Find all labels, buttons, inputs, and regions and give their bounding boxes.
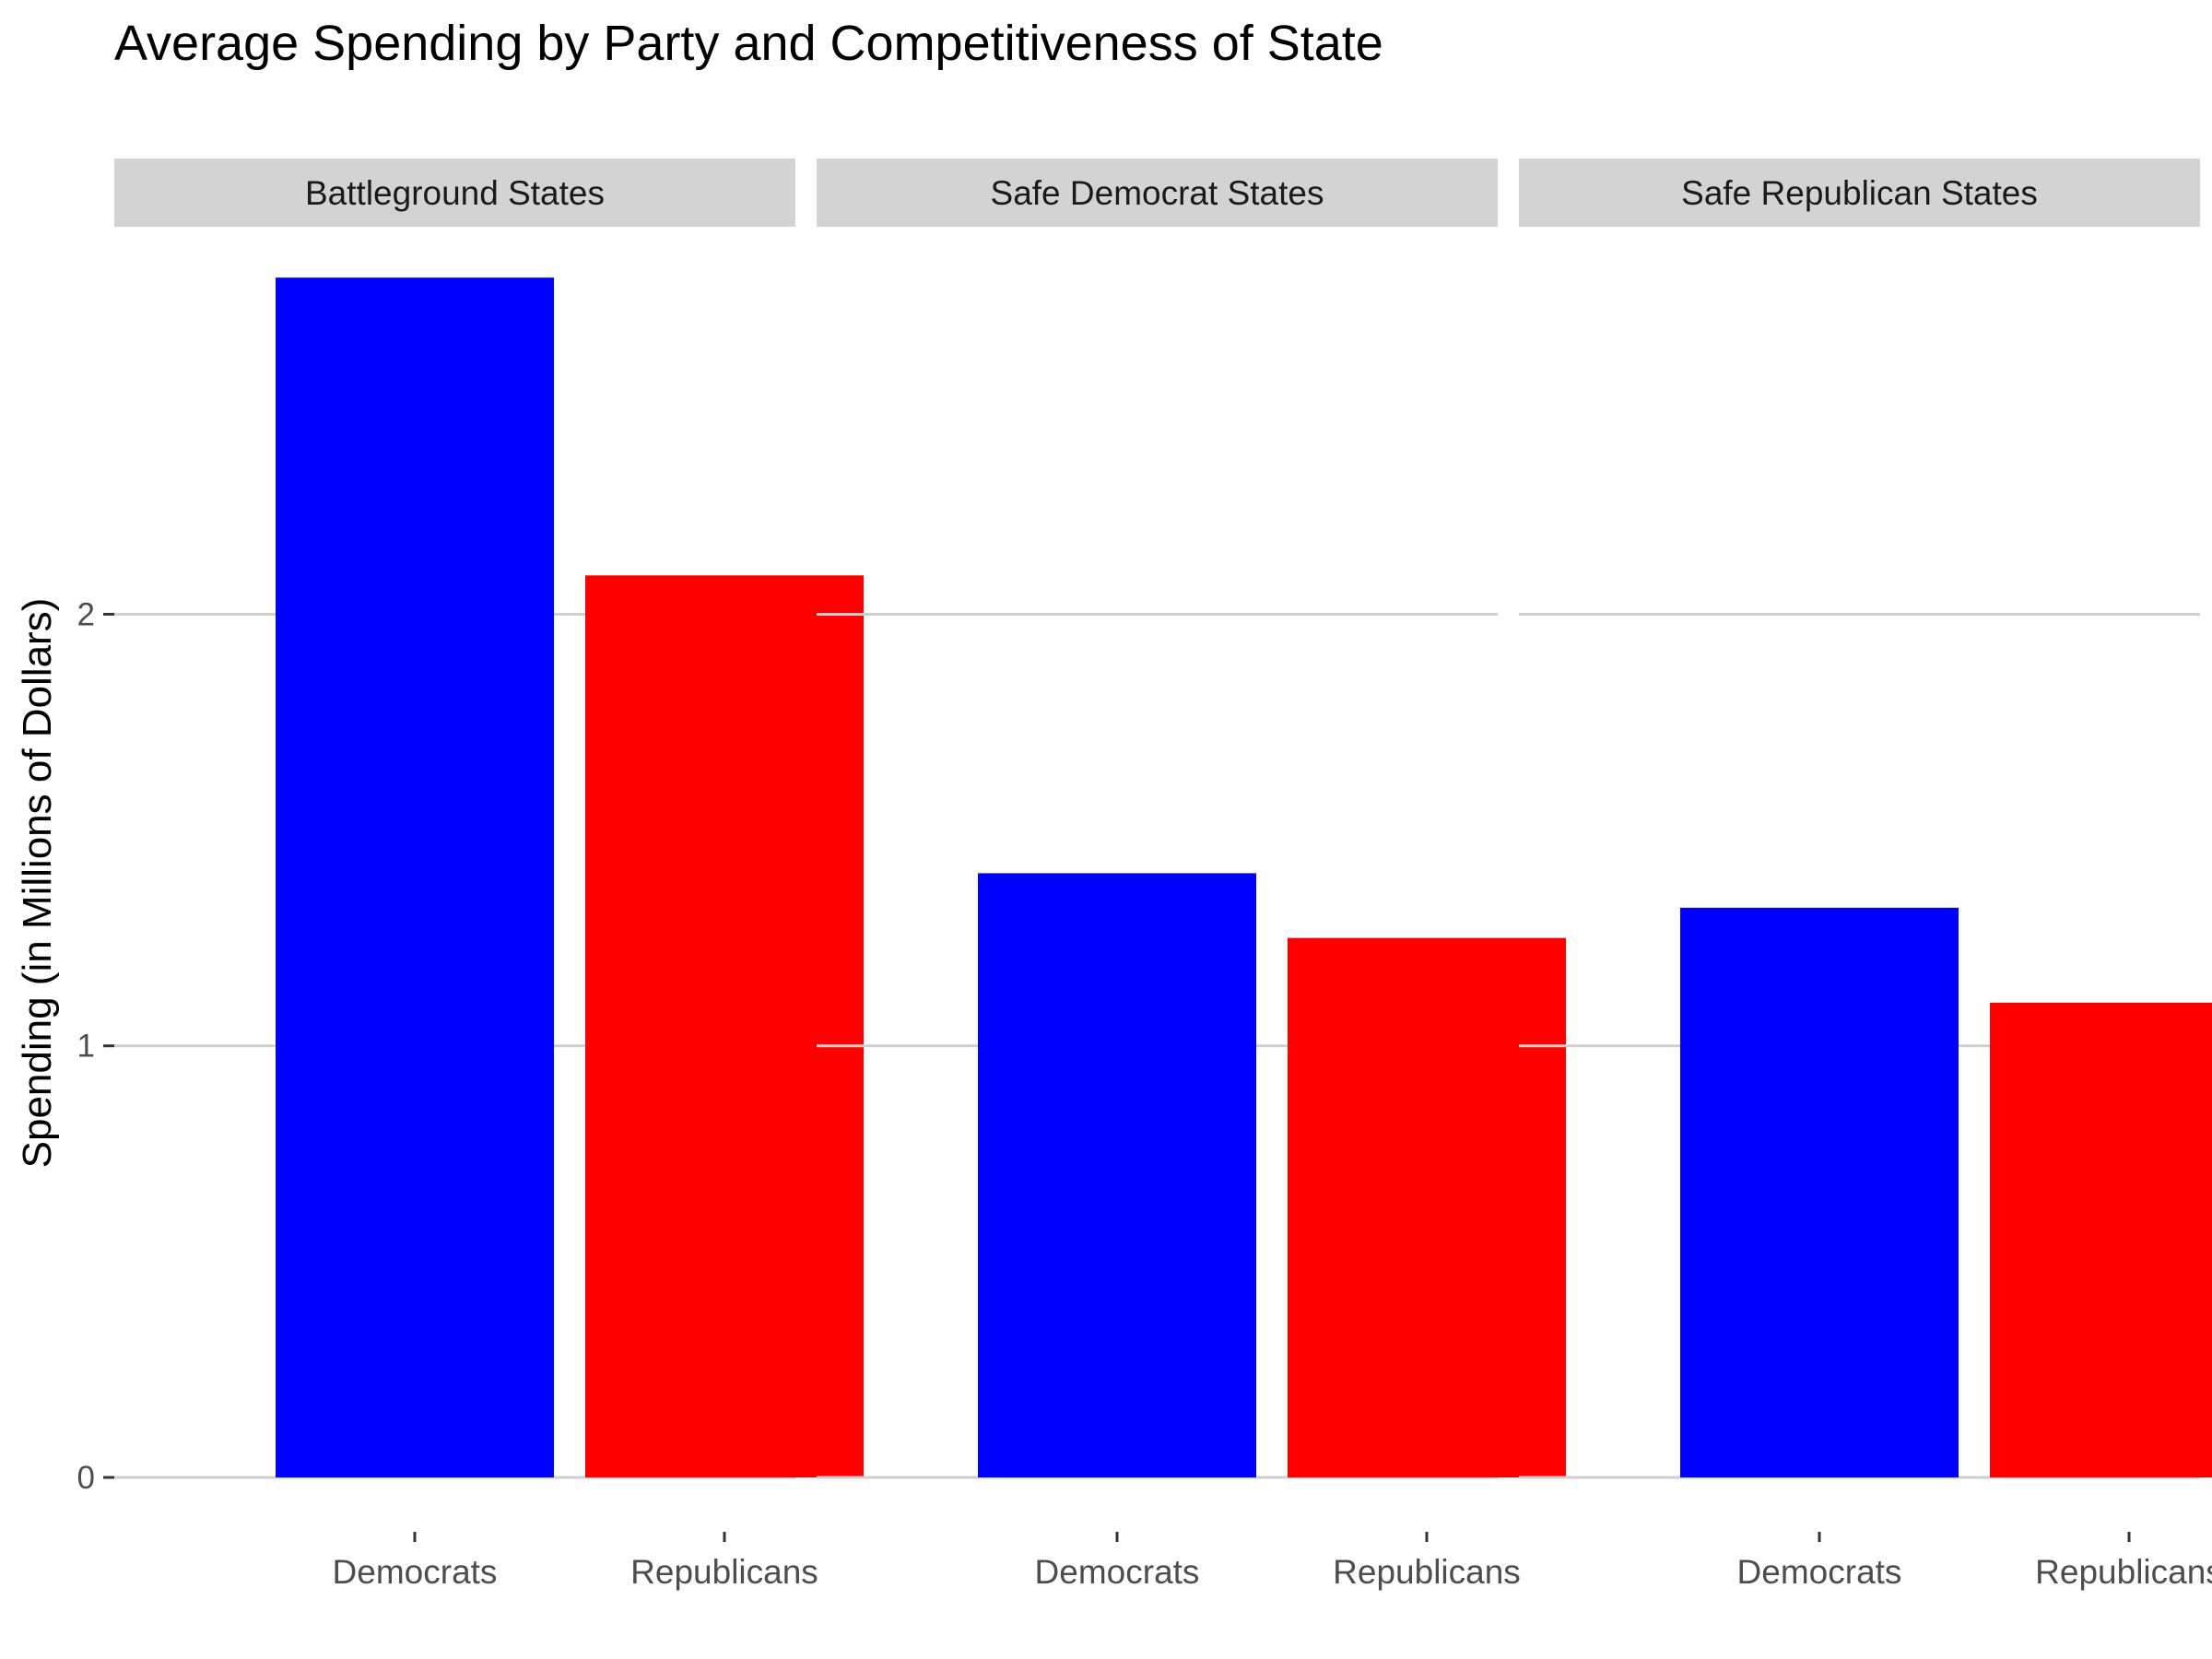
facet-strip [817,159,1498,227]
facet-panel: Safe Republican States Democrats Republica… [1519,159,2212,1591]
y-tick-label: 1 [77,1029,95,1065]
x-tick-label: Democrats [1737,1553,1902,1591]
x-tick-label: Republicans [630,1553,818,1591]
bar-democrats [978,873,1256,1477]
x-tick-label: Republicans [2035,1553,2212,1591]
facet-strip-label: Safe Democrat States [991,174,1324,212]
x-tick-label: Democrats [333,1553,498,1591]
y-tick-label: 0 [77,1460,95,1496]
bar-democrats [276,277,554,1477]
bar-democrats [1680,907,1959,1477]
facet-strip-label: Battleground States [305,174,605,212]
facet-panel: Safe Democrat States Democrats Republicans [817,159,1566,1591]
x-tick-label: Republicans [1333,1553,1521,1591]
bar-republicans [1288,937,1566,1477]
y-axis-title: Spending (in Millions of Dollars) [15,598,60,1169]
facet-strip [114,159,795,227]
facet-strip-label: Safe Republican States [1681,174,2038,212]
chart-title: Average Spending by Party and Competitiv… [114,16,1383,71]
facet-panel: Battleground States Democrats Republicans [114,159,864,1591]
y-tick-label: 2 [77,596,95,632]
bar-republicans [585,575,864,1477]
bar-republicans [1990,1002,2212,1477]
y-axis: 0 1 2 [77,596,114,1496]
x-tick-label: Democrats [1035,1553,1200,1591]
facet-strip [1519,159,2200,227]
